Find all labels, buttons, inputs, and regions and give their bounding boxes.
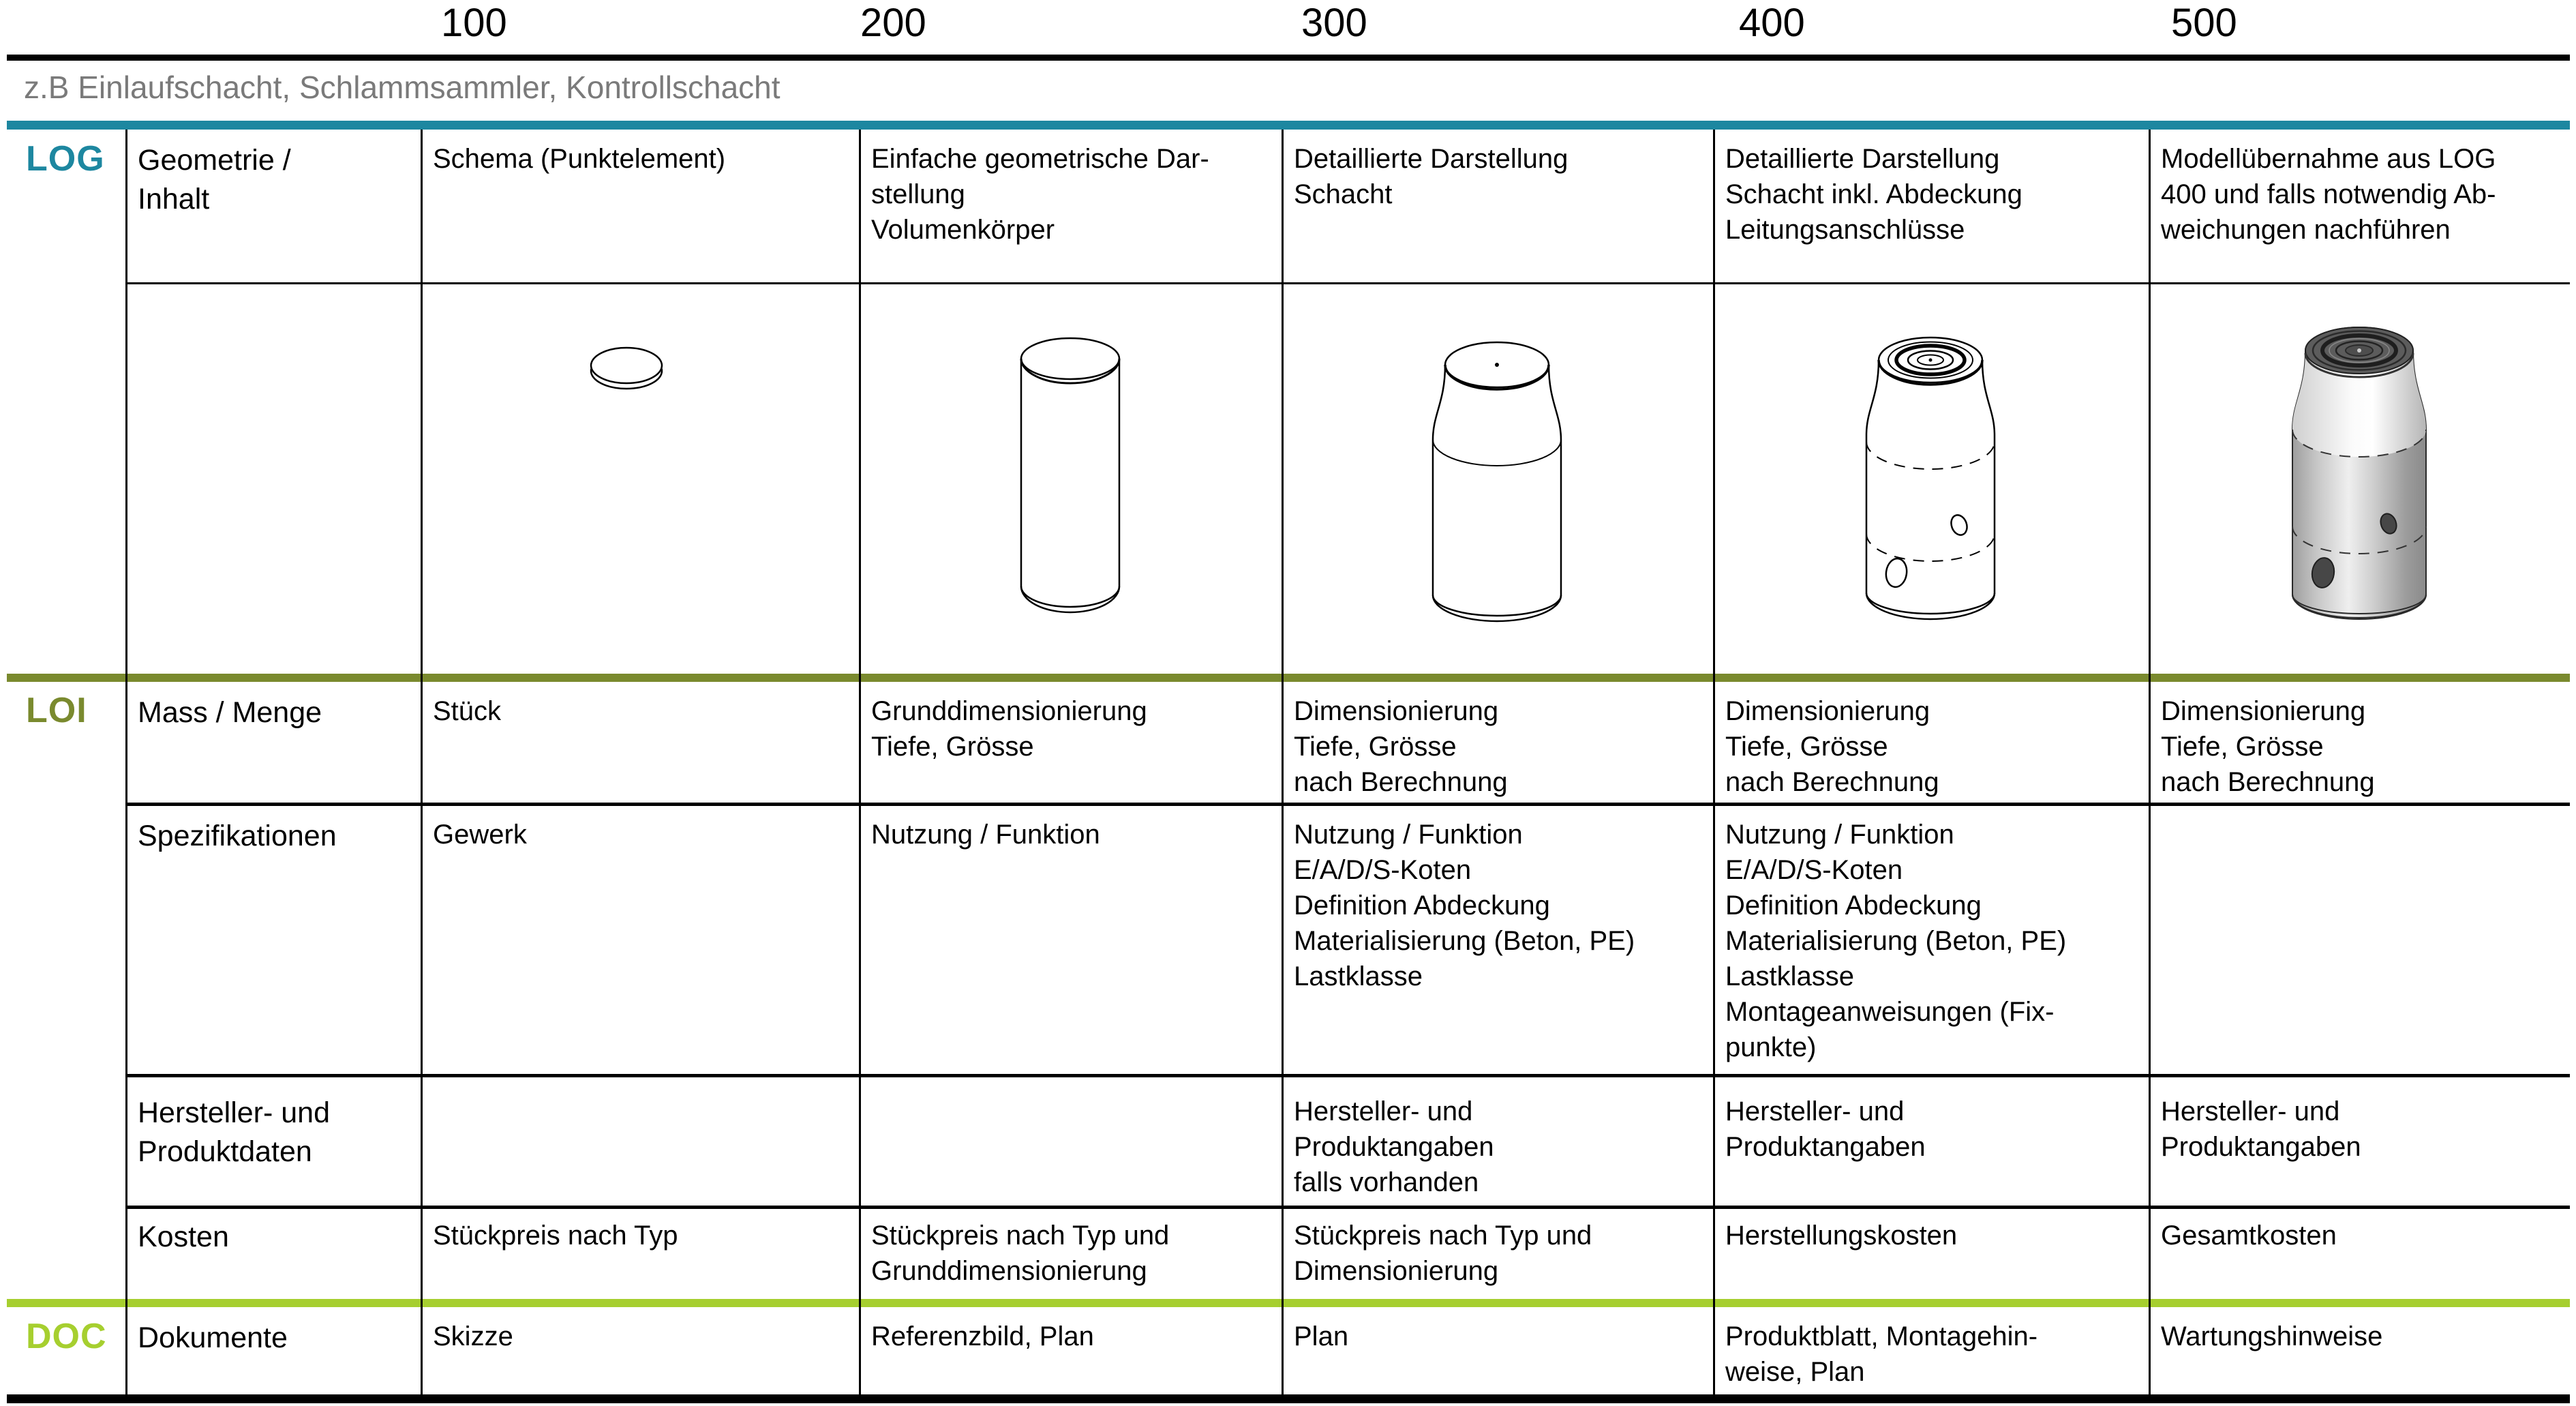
column-header-200: 200 bbox=[860, 1, 926, 45]
cell-loi-mass-200: Grunddimensionierung Tiefe, Grösse bbox=[871, 696, 1147, 762]
grid-vline bbox=[125, 130, 127, 1394]
cell-doc-dokumente-300: Plan bbox=[1294, 1321, 1349, 1351]
doc-label: DOC bbox=[26, 1317, 107, 1356]
log-accent-bar bbox=[7, 121, 2570, 130]
shaft-lod300-cylinder-cone-icon bbox=[1431, 341, 1562, 623]
cell-loi-kosten-400: Herstellungskosten bbox=[1725, 1221, 1958, 1251]
cell-loi-spez-400: Nutzung / Funktion E/A/D/S-Koten Definit… bbox=[1725, 820, 2067, 1062]
row-label-dokumente: Dokumente bbox=[138, 1321, 288, 1354]
cell-doc-dokumente-500: Wartungshinweise bbox=[2161, 1321, 2383, 1351]
cell-loi-kosten-500: Gesamtkosten bbox=[2161, 1221, 2337, 1251]
cell-loi-kosten-100: Stückpreis nach Typ bbox=[433, 1221, 678, 1251]
grid-hline bbox=[125, 282, 2570, 284]
row-label-kosten: Kosten bbox=[138, 1221, 229, 1253]
cell-doc-dokumente-100: Skizze bbox=[433, 1321, 513, 1351]
doc-accent-bar bbox=[7, 1299, 2570, 1307]
shaft-lod200-cylinder-icon bbox=[1020, 337, 1121, 614]
element-subtitle: z.B Einlaufschacht, Schlammsammler, Kont… bbox=[24, 70, 781, 105]
cell-loi-kosten-200: Stückpreis nach Typ und Grunddimensionie… bbox=[871, 1221, 1170, 1286]
header-rule bbox=[7, 55, 2570, 61]
cell-loi-spez-100: Gewerk bbox=[433, 820, 527, 850]
shaft-lod400-detailed-icon bbox=[1865, 336, 1996, 620]
footer-rule bbox=[7, 1394, 2570, 1403]
grid-vline bbox=[421, 130, 423, 1394]
cell-doc-dokumente-400: Produktblatt, Montagehin- weise, Plan bbox=[1725, 1321, 2038, 1387]
cell-loi-mass-300: Dimensionierung Tiefe, Grösse nach Berec… bbox=[1294, 696, 1508, 797]
grid-hline bbox=[125, 1074, 2570, 1077]
grid-hline bbox=[125, 803, 2570, 806]
grid-vline bbox=[2149, 130, 2151, 1394]
cell-log-geometrie-500: Modellübernahme aus LOG 400 und falls no… bbox=[2161, 144, 2496, 245]
loi-label: LOI bbox=[26, 691, 87, 730]
cell-log-geometrie-100: Schema (Punktelement) bbox=[433, 144, 726, 174]
column-header-300: 300 bbox=[1301, 1, 1367, 45]
cell-doc-dokumente-200: Referenzbild, Plan bbox=[871, 1321, 1094, 1351]
cell-loi-mass-500: Dimensionierung Tiefe, Grösse nach Berec… bbox=[2161, 696, 2375, 797]
column-header-400: 400 bbox=[1739, 1, 1805, 45]
row-label-hersteller-produktdaten: Hersteller- und Produktdaten bbox=[138, 1096, 330, 1168]
shaft-lod100-disc-icon bbox=[590, 346, 663, 390]
loi-accent-bar bbox=[7, 674, 2570, 682]
shaft-lod500-rendered-icon bbox=[2292, 327, 2427, 620]
cell-loi-spez-300: Nutzung / Funktion E/A/D/S-Koten Definit… bbox=[1294, 820, 1635, 991]
cell-loi-kosten-300: Stückpreis nach Typ und Dimensionierung bbox=[1294, 1221, 1592, 1286]
cell-loi-herst-300: Hersteller- und Produktangaben falls vor… bbox=[1294, 1096, 1494, 1197]
grid-vline bbox=[859, 130, 861, 1394]
row-label-geometrie-inhalt: Geometrie / Inhalt bbox=[138, 144, 291, 215]
cell-log-geometrie-300: Detaillierte Darstellung Schacht bbox=[1294, 144, 1569, 209]
cell-loi-herst-400: Hersteller- und Produktangaben bbox=[1725, 1096, 1926, 1162]
grid-hline bbox=[125, 1206, 2570, 1209]
row-label-mass-menge: Mass / Menge bbox=[138, 696, 322, 729]
cell-loi-mass-400: Dimensionierung Tiefe, Grösse nach Berec… bbox=[1725, 696, 1939, 797]
cell-loi-mass-100: Stück bbox=[433, 696, 502, 726]
column-header-500: 500 bbox=[2171, 1, 2237, 45]
cell-loi-herst-500: Hersteller- und Produktangaben bbox=[2161, 1096, 2361, 1162]
row-label-spezifikationen: Spezifikationen bbox=[138, 820, 337, 852]
cell-log-geometrie-200: Einfache geometrische Dar- stellung Volu… bbox=[871, 144, 1209, 245]
log-label: LOG bbox=[26, 139, 105, 179]
cell-log-geometrie-400: Detaillierte Darstellung Schacht inkl. A… bbox=[1725, 144, 2022, 245]
grid-vline bbox=[1282, 130, 1284, 1394]
column-header-100: 100 bbox=[441, 1, 507, 45]
grid-vline bbox=[1713, 130, 1715, 1394]
cell-loi-spez-200: Nutzung / Funktion bbox=[871, 820, 1100, 850]
